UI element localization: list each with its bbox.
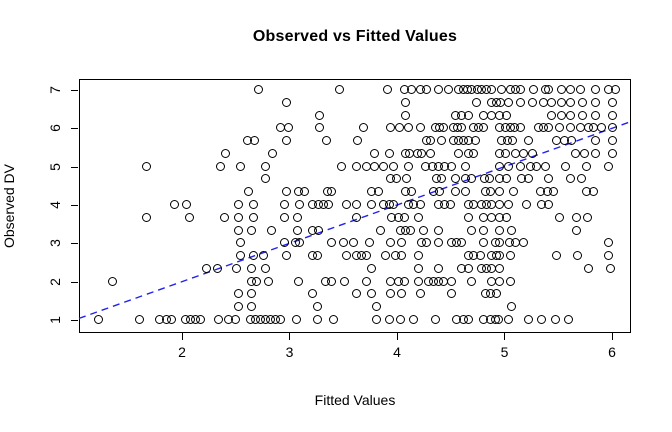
x-axis-tick-label: 4 bbox=[393, 344, 401, 360]
x-axis-tick bbox=[181, 333, 183, 340]
y-axis-title: Observed DV bbox=[1, 163, 17, 249]
y-axis-tick bbox=[71, 128, 78, 130]
y-axis-tick-label: 2 bbox=[47, 277, 63, 286]
x-axis-tick-label: 6 bbox=[608, 344, 616, 360]
y-axis-tick-label: 5 bbox=[47, 162, 63, 171]
x-axis-tick bbox=[396, 333, 398, 340]
y-axis-tick bbox=[71, 281, 78, 283]
y-axis-tick-label: 1 bbox=[47, 316, 63, 324]
x-axis-title: Fitted Values bbox=[314, 392, 396, 408]
x-axis-tick bbox=[504, 333, 506, 340]
x-axis-tick-label: 5 bbox=[500, 344, 509, 360]
y-axis-tick bbox=[71, 90, 78, 91]
y-axis-tick bbox=[71, 320, 78, 321]
y-axis-tick bbox=[71, 243, 78, 245]
x-axis-tick bbox=[289, 333, 291, 340]
chart-title: Observed vs Fitted Values bbox=[252, 28, 458, 45]
y-axis-tick bbox=[71, 205, 78, 206]
x-axis-tick-label: 2 bbox=[178, 344, 186, 360]
y-axis-tick-label: 7 bbox=[47, 86, 63, 94]
y-axis-tick-label: 3 bbox=[47, 239, 63, 248]
plot-box bbox=[79, 79, 631, 333]
x-axis-tick-label: 3 bbox=[285, 344, 294, 360]
x-axis-tick bbox=[611, 333, 613, 340]
y-axis-tick bbox=[71, 166, 78, 168]
y-axis-tick-label: 6 bbox=[47, 124, 63, 133]
y-axis-tick-label: 4 bbox=[47, 201, 63, 209]
